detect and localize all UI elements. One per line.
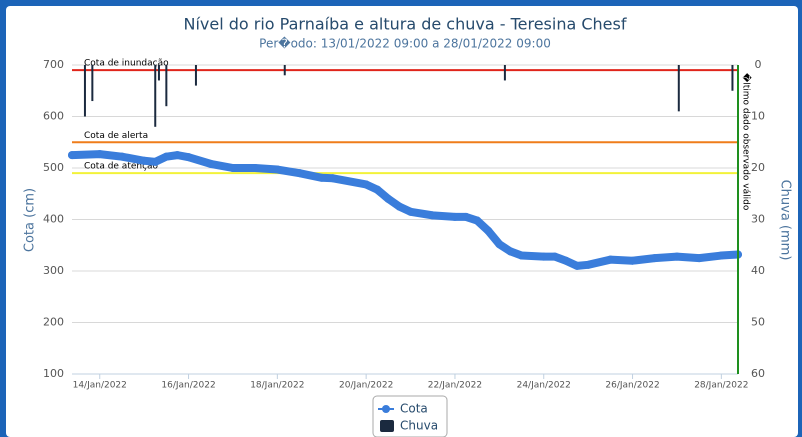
x-tick-label: 28/Jan/2022 <box>694 381 748 391</box>
x-tick-label: 26/Jan/2022 <box>605 381 659 391</box>
chuva-bar <box>165 65 168 107</box>
cota-point <box>473 216 482 225</box>
cota-point <box>206 159 215 168</box>
cota-point <box>628 256 637 265</box>
cota-point <box>251 164 260 172</box>
legend-label: Chuva <box>400 419 438 433</box>
cota-point <box>162 152 171 161</box>
chuva-bar <box>283 65 286 76</box>
chuva-bar <box>91 65 94 102</box>
x-tick-label: 24/Jan/2022 <box>517 381 571 391</box>
cota-point <box>450 212 459 221</box>
legend-symbol <box>382 405 390 413</box>
chuva-bar <box>194 65 197 86</box>
last-data-label: �ltimo dado observado válido <box>741 73 753 211</box>
chuva-bar <box>157 65 160 81</box>
chart-title: Nível do rio Parnaíba e altura de chuva … <box>183 15 626 34</box>
cota-point <box>373 185 382 194</box>
legend-label: Cota <box>400 402 428 416</box>
y-tick-label: 100 <box>43 367 64 380</box>
cota-line <box>68 150 742 270</box>
y-tick-label: 200 <box>43 316 64 329</box>
x-tick-label: 18/Jan/2022 <box>250 381 304 391</box>
y2-axis-title: Chuva (mm) <box>778 180 793 261</box>
cota-point <box>328 174 337 183</box>
y2-tick-label: 30 <box>751 213 765 226</box>
cota-point <box>462 212 471 221</box>
cota-point <box>695 254 704 263</box>
y-tick-label: 700 <box>43 58 64 71</box>
cota-point <box>228 164 237 172</box>
cota-point <box>495 240 504 249</box>
cota-point <box>650 254 659 263</box>
chart-subtitle: Per�odo: 13/01/2022 09:00 a 28/01/2022 0… <box>259 37 551 51</box>
chuva-bar <box>677 65 680 112</box>
chart-background <box>6 6 798 437</box>
y2-tick-label: 50 <box>751 316 765 329</box>
cota-point <box>561 256 570 265</box>
cota-point <box>140 156 149 165</box>
threshold-label: Cota de atenção <box>84 162 159 172</box>
cota-point <box>606 255 615 264</box>
chuva-bar <box>503 65 506 81</box>
y-tick-label: 300 <box>43 264 64 277</box>
cota-point <box>95 150 104 159</box>
x-tick-label: 20/Jan/2022 <box>339 381 393 391</box>
cota-point <box>506 247 515 256</box>
x-tick-label: 22/Jan/2022 <box>428 381 482 391</box>
cota-point <box>539 252 548 261</box>
y-tick-label: 600 <box>43 110 64 123</box>
y-axis-title: Cota (cm) <box>23 188 38 252</box>
cota-point <box>362 180 371 189</box>
chuva-bar <box>731 65 734 91</box>
y2-tick-label: 10 <box>751 110 765 123</box>
cota-point <box>672 252 681 261</box>
cota-point <box>295 169 304 178</box>
legend-symbol <box>380 420 394 432</box>
cota-point <box>184 153 193 162</box>
cota-point <box>117 152 126 161</box>
cota-point <box>484 226 493 235</box>
y2-tick-label: 0 <box>755 58 762 71</box>
cota-point <box>173 151 182 160</box>
cota-point <box>384 194 393 203</box>
cota-point <box>584 260 593 269</box>
threshold-label: Cota de alerta <box>84 131 148 141</box>
y2-tick-label: 40 <box>751 264 765 277</box>
cota-point <box>550 252 559 261</box>
y-tick-label: 400 <box>43 213 64 226</box>
cota-point <box>517 251 526 260</box>
x-tick-label: 16/Jan/2022 <box>161 381 215 391</box>
cota-point <box>573 261 582 270</box>
threshold-label: Cota de inundação <box>84 59 169 69</box>
y-tick-label: 500 <box>43 161 64 174</box>
cota-point <box>717 251 726 260</box>
y2-tick-label: 60 <box>751 367 765 380</box>
cota-point <box>395 202 404 211</box>
x-tick-label: 14/Jan/2022 <box>73 381 127 391</box>
cota-point <box>317 173 326 182</box>
cota-point <box>68 151 76 160</box>
chuva-bar <box>154 65 157 127</box>
chuva-bar <box>83 65 86 117</box>
cota-point <box>428 211 437 220</box>
y2-tick-label: 20 <box>751 161 765 174</box>
cota-point <box>273 165 282 174</box>
cota-point <box>151 157 160 166</box>
cota-point <box>406 207 415 216</box>
